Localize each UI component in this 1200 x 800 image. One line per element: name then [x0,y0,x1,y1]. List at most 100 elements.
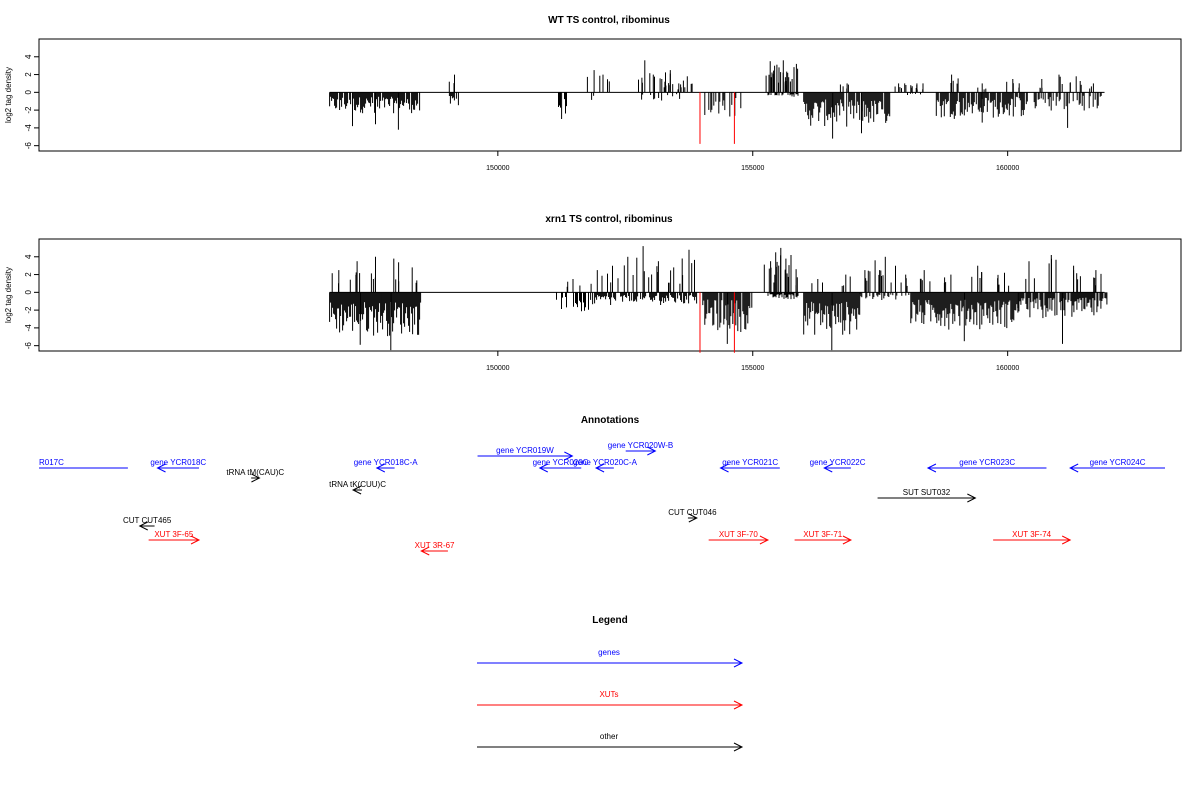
y-axis: -6 -4 -2 0 2 4 [24,54,39,149]
arrow-head-icon [967,493,977,503]
feature-label: gene YCR019W [496,446,554,455]
x-tick-label: 160000 [996,365,1019,372]
feature-label: CUT CUT465 [123,516,172,525]
y-tick-label: -6 [24,342,33,350]
arrow-head-icon [564,451,574,461]
feature-list: R017C gene YCR018C tRNA tM(CAU)C gene YCR01… [39,441,1165,556]
feature: XUT 3F-74 [993,530,1072,545]
highlight-lines [699,92,735,144]
feature: XUT 3F-70 [708,530,770,545]
y-tick-label: 2 [24,272,33,277]
arrow-head-icon [138,521,148,531]
legend-item: other [477,732,744,752]
feature: CUT CUT046 [668,508,717,523]
density-bars [329,60,1102,139]
feature-label: gene YCR024C [1090,458,1146,467]
arrow-head-icon [351,485,362,495]
y-tick-label: -2 [24,306,33,314]
arrow-head-icon [688,513,698,523]
legend-title: Legend [592,615,628,626]
feature: gene YCR021C [719,458,780,473]
x-tick-label: 150000 [486,165,509,172]
arrow-head-icon [1069,463,1079,473]
legend: Legend genes XUTs other [477,615,744,752]
y-tick-label: 0 [24,290,33,295]
feature: SUT SUT032 [877,488,977,503]
annotations-panel: Annotations R017C gene YCR018C tRNA tM(CAU… [39,415,1165,556]
arrow-head-icon [842,535,853,545]
arrow-head-icon [594,463,605,473]
x-tick-label: 150000 [486,365,509,372]
y-tick-label: -4 [24,324,33,332]
y-tick-label: -6 [24,142,33,150]
feature-label: CUT CUT046 [668,508,717,517]
feature: gene YCR020C-A [573,458,638,473]
feature-label: gene YCR018C [150,458,206,467]
feature-label: gene YCR018C-A [354,458,419,467]
y-axis: -6 -4 -2 0 2 4 [24,254,39,349]
feature: tRNA tM(CAU)C [226,468,284,483]
x-axis: 150000 155000 160000 [486,151,1019,172]
arrow-head-icon [926,463,937,473]
feature-label: gene YCR022C [810,458,866,467]
feature: gene YCR019W [477,446,574,461]
feature: R017C [39,458,128,469]
feature-label: XUT 3F-65 [154,530,194,539]
x-axis: 150000 155000 160000 [486,351,1019,372]
feature-label: XUT 3F-70 [719,530,759,539]
feature-label: gene YCR020C-A [573,458,638,467]
highlight-lines [699,292,735,353]
feature: gene YCR020W-B [608,441,673,456]
arrow-head-icon [733,742,744,752]
feature-label: gene YCR021C [722,458,778,467]
arrow-head-icon [647,446,657,456]
plot-frame [38,38,1182,152]
feature: XUT 3R-67 [415,541,455,556]
y-tick-label: -2 [24,106,33,114]
y-axis-label: log2 tag density [4,67,13,123]
feature: XUT 3F-71 [794,530,853,545]
feature: CUT CUT465 [123,516,172,531]
y-tick-label: 2 [24,72,33,77]
legend-items: genes XUTs other [477,648,744,752]
feature: gene YCR018C [150,458,206,473]
legend-item: XUTs [477,690,744,710]
legend-label: XUTs [599,690,618,699]
feature: gene YCR020C [533,458,589,473]
arrow-head-icon [375,463,386,473]
track-panel-wt: WT TS control, ribominus log2 tag densit… [4,15,1182,172]
feature-label: tRNA tK(CUU)C [329,480,386,489]
x-tick-label: 160000 [996,165,1019,172]
arrow-head-icon [733,658,744,668]
plot-frame [38,238,1182,352]
density-bars [329,246,1108,351]
feature-label: XUT 3F-71 [803,530,843,539]
y-axis-label: log2 tag density [4,267,13,323]
feature: gene YCR018C-A [354,458,419,473]
legend-item: genes [477,648,744,668]
x-tick-label: 155000 [741,165,764,172]
feature-label: XUT 3R-67 [415,541,455,550]
feature: gene YCR022C [810,458,866,473]
legend-label: genes [598,648,620,657]
arrow-head-icon [156,463,166,473]
arrow-head-icon [823,463,833,473]
y-tick-label: 4 [24,254,33,259]
arrow-head-icon [733,700,744,710]
feature-label: SUT SUT032 [903,488,951,497]
track-panel-xrn1: xrn1 TS control, ribominus log2 tag dens… [4,214,1182,372]
track-title: WT TS control, ribominus [548,15,670,26]
arrow-head-icon [420,546,430,556]
y-tick-label: 4 [24,54,33,59]
y-tick-label: 0 [24,90,33,95]
feature: gene YCR024C [1069,458,1165,473]
track-title: xrn1 TS control, ribominus [545,214,673,225]
arrow-head-icon [538,463,548,473]
feature-label: tRNA tM(CAU)C [226,468,284,477]
feature: XUT 3F-65 [148,530,201,545]
x-tick-label: 155000 [741,365,764,372]
feature-label: XUT 3F-74 [1012,530,1052,539]
arrow-head-icon [190,535,201,545]
feature-label: gene YCR023C [959,458,1015,467]
